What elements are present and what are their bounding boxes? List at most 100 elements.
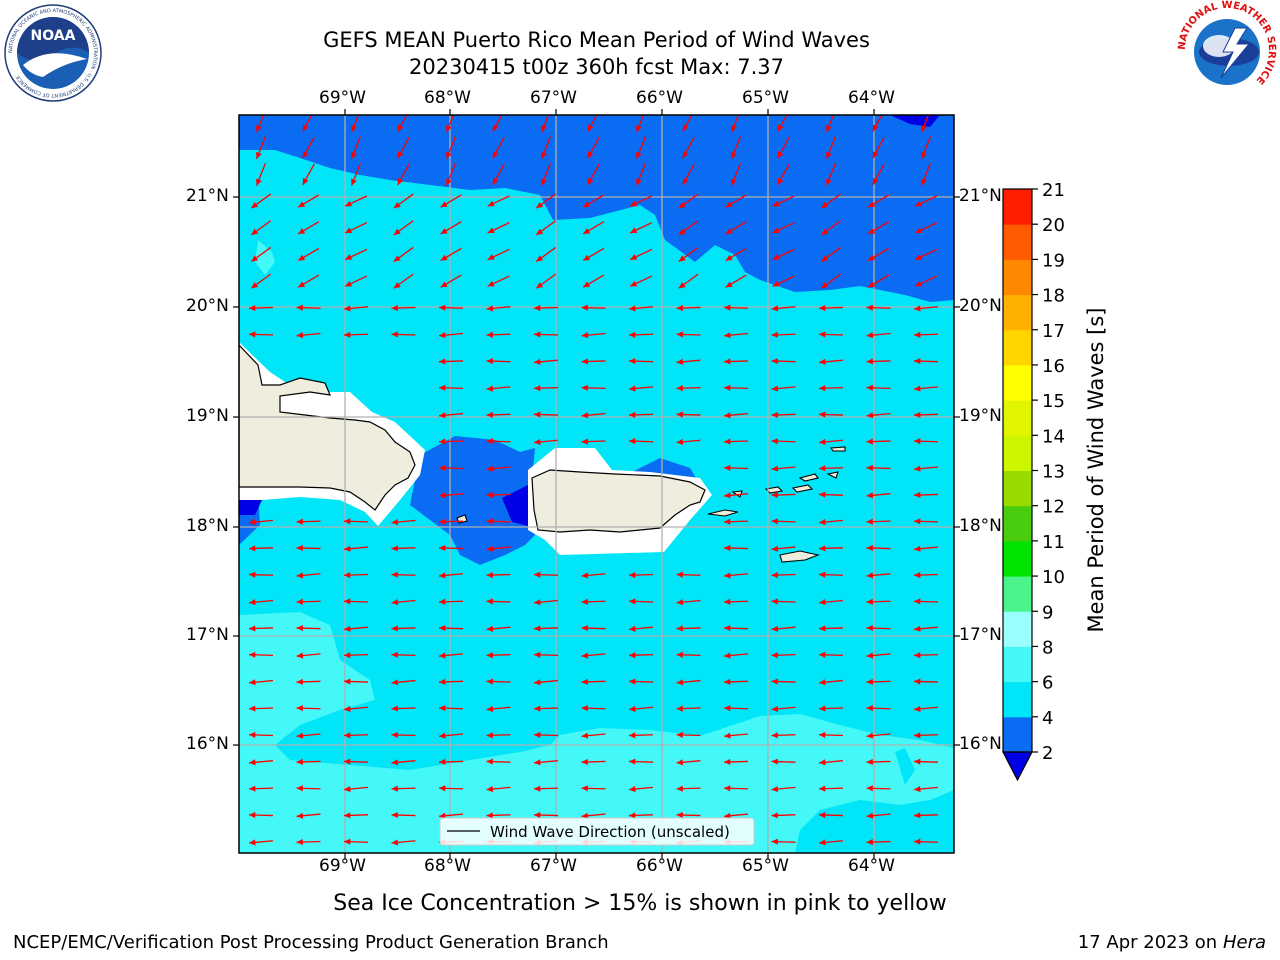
wind-arrow [343,812,369,819]
wind-arrow [438,678,464,685]
wind-arrow [866,412,891,419]
wind-arrow [393,246,414,263]
nws-logo: NATIONAL WEATHER SERVICE [1177,0,1277,98]
wind-arrow [629,248,653,261]
colorbar-block [1003,329,1032,366]
wind-arrow [533,811,559,819]
wind-arrow [628,652,654,659]
period-band-6-8-patch [255,240,275,275]
wind-arrow [771,625,796,632]
wind-arrow [872,136,885,159]
wind-arrow [818,651,844,658]
wind-arrow [777,163,790,186]
period-band-6-8-west [239,612,954,853]
wind-arrow [438,812,464,819]
wind-arrow [818,519,844,526]
wind-arrow [248,571,274,578]
colorbar-block [1003,646,1032,683]
wind-arrow [581,598,606,605]
wind-arrow [486,758,511,765]
wind-arrow [343,331,369,338]
wind-arrow [771,812,796,819]
wind-arrow [725,247,747,262]
wind-arrow [486,411,511,418]
wind-arrow [296,785,321,792]
wind-arrow [913,758,939,765]
wind-arrow [866,732,891,739]
wind-arrow [723,652,749,659]
wind-arrow [391,599,416,606]
wind-arrow [391,571,416,578]
colorbar-tick-label: 16 [1042,356,1065,377]
wind-arrow [344,248,368,261]
wind-arrow [248,759,274,766]
wind-arrow [248,545,274,552]
wind-arrow [486,652,511,659]
wind-arrow [486,358,511,365]
wind-arrow [628,411,654,418]
wind-arrow [676,571,701,578]
wind-arrow [914,275,938,287]
colorbar-tick-label: 20 [1042,215,1065,236]
lon-label-top: 65°W [742,88,789,108]
wind-arrow [771,705,796,712]
wind-arrow [296,839,321,846]
wind-arrow [440,221,462,235]
wind-arrow [628,625,654,632]
wind-arrow [866,572,891,579]
wind-arrow [397,136,410,159]
wind-arrow [682,115,693,132]
wind-arrow [635,163,647,186]
wind-arrow [682,136,695,159]
wind-arrow [581,652,606,659]
wind-arrow [391,305,416,312]
colorbar-blocks [1003,189,1032,753]
wind-arrow [255,115,265,133]
wind-arrow [486,465,511,472]
wind-arrow [920,136,932,160]
wind-arrow [533,571,559,578]
wind-arrow [723,812,749,819]
wind-arrow [628,598,654,605]
wind-arrow [914,222,938,234]
lat-label-left: 19°N [186,406,229,426]
lat-label-right: 21°N [959,186,1002,206]
wind-arrow [486,545,511,552]
wind-arrow [820,246,842,263]
wind-arrow [438,304,464,311]
wind-arrow [581,705,606,712]
colorbar-tick-label: 21 [1042,180,1065,201]
colorbar-label: Mean Period of Wind Waves [s] [1084,308,1108,633]
wind-arrow [628,331,654,338]
wind-arrow [723,438,749,445]
wind-arrow [587,136,600,159]
wind-arrow [350,136,362,160]
wind-arrow [343,572,369,579]
wind-arrow [913,786,939,793]
lon-label-bottom: 69°W [319,856,366,876]
wind-arrow [635,115,645,133]
wind-arrow [771,491,796,499]
wind-arrow [676,625,701,632]
wind-arrow [913,438,939,445]
wind-arrow [825,115,835,133]
wind-arrow [581,812,606,819]
wind-arrow [676,731,701,738]
wind-arrow [723,544,749,552]
wind-arrow [533,385,559,392]
wind-arrow [771,598,796,605]
wind-arrow [486,305,511,312]
wind-arrow [302,136,315,159]
wind-arrow [296,625,321,632]
wind-arrow [920,163,932,186]
colorbar-block [1003,435,1032,471]
wind-arrow [343,838,369,845]
wind-arrow [866,304,891,311]
wind-arrow [825,163,837,186]
wind-arrow [818,731,844,738]
wind-arrow [587,115,598,132]
sea-ice-caption: Sea Ice Concentration > 15% is shown in … [333,891,947,916]
colorbar-tick-label: 17 [1042,321,1065,342]
wind-arrow [628,732,654,739]
